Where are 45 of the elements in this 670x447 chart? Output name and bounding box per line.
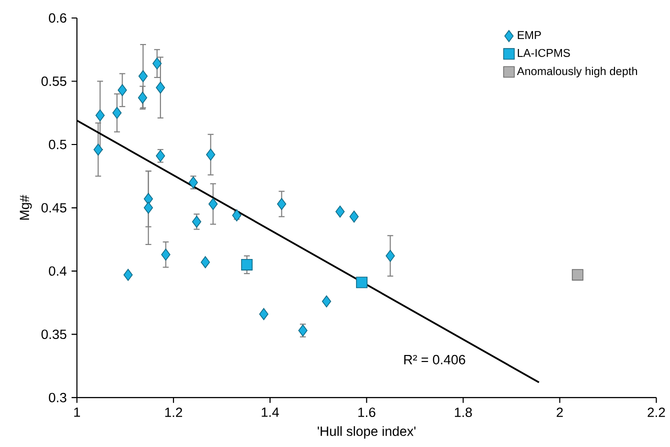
- point: [118, 84, 127, 96]
- point: [156, 82, 166, 94]
- point: [349, 210, 359, 223]
- point: [386, 250, 395, 262]
- point: [200, 256, 210, 268]
- x-tick-label: 1.8: [454, 408, 472, 418]
- point: [241, 259, 253, 271]
- y-tick-label: 0.45: [41, 203, 66, 213]
- point: [335, 206, 345, 218]
- point: [94, 144, 103, 156]
- point: [572, 269, 584, 281]
- point: [206, 148, 216, 161]
- x-tick-label: 1.4: [262, 408, 279, 418]
- point: [277, 198, 286, 210]
- y-tick-label: 0.55: [41, 76, 66, 86]
- legend-label: Anomalously high depth: [516, 67, 638, 78]
- y-tick-label: 0.4: [48, 266, 66, 276]
- x-tick-label: 1.2: [165, 408, 182, 418]
- y-tick-label: 0.35: [41, 330, 66, 340]
- x-tick-label: 1.6: [358, 408, 376, 418]
- x-tick-label: 2.2: [648, 408, 665, 418]
- point: [356, 276, 368, 288]
- annotation: R² = 0.406: [404, 355, 466, 365]
- y-tick-label: 0.3: [48, 393, 66, 403]
- point: [161, 248, 170, 261]
- y-tick-label: 0.5: [48, 140, 66, 150]
- legend-label: LA-ICPMS: [518, 49, 570, 58]
- x-axis-title: 'Hull slope index': [318, 426, 416, 439]
- point: [138, 70, 148, 82]
- point: [208, 198, 218, 210]
- x-tick-label: 2: [556, 408, 563, 418]
- point: [192, 216, 202, 228]
- point: [124, 269, 133, 282]
- point: [232, 210, 242, 222]
- point: [138, 92, 148, 104]
- point: [322, 296, 332, 308]
- point: [96, 110, 105, 122]
- point: [144, 202, 153, 214]
- y-axis-title: Mg#: [20, 195, 32, 220]
- legend-label: EMP: [518, 31, 541, 40]
- x-tick-label: 1: [74, 408, 80, 418]
- point: [152, 58, 162, 70]
- y-tick-label: 0.6: [48, 14, 66, 23]
- point: [259, 308, 268, 320]
- point: [112, 107, 122, 120]
